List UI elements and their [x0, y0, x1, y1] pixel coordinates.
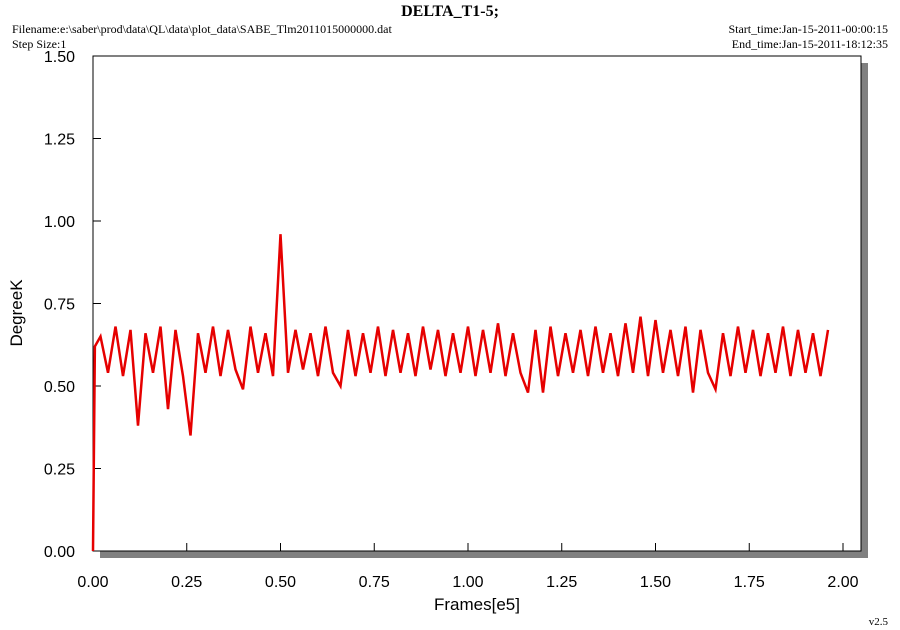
y-tick-label: 0.00	[44, 544, 75, 561]
filename: Filename:e:\saber\prod\data\QL\data\plot…	[12, 22, 392, 36]
y-tick-label: 0.25	[44, 462, 75, 479]
x-axis-label: Frames[e5]	[434, 595, 520, 614]
x-tick-label: 1.25	[546, 574, 577, 591]
y-axis-label: DegreeK	[7, 279, 26, 347]
plot-area	[92, 55, 862, 552]
x-tick-label: 0.50	[265, 574, 296, 591]
x-tick-label: 0.00	[77, 574, 108, 591]
end-time: End_time:Jan-15-2011-18:12:35	[732, 37, 888, 51]
y-tick-label: 1.25	[44, 132, 75, 149]
y-tick-label: 1.50	[44, 49, 75, 66]
version: v2.5	[869, 616, 889, 628]
x-tick-label: 1.00	[452, 574, 483, 591]
y-tick-label: 0.50	[44, 379, 75, 396]
y-tick-label: 1.00	[44, 214, 75, 231]
start-time: Start_time:Jan-15-2011-00:00:15	[728, 22, 888, 36]
x-tick-label: 0.75	[359, 574, 390, 591]
step-size: Step Size:1	[12, 37, 66, 51]
x-tick-label: 2.00	[827, 574, 858, 591]
x-tick-label: 1.50	[640, 574, 671, 591]
chart-title: DELTA_T1-5;	[401, 3, 499, 20]
x-tick-label: 1.75	[734, 574, 765, 591]
x-tick-label: 0.25	[171, 574, 202, 591]
y-tick-label: 0.75	[44, 297, 75, 314]
data-line	[91, 234, 830, 552]
